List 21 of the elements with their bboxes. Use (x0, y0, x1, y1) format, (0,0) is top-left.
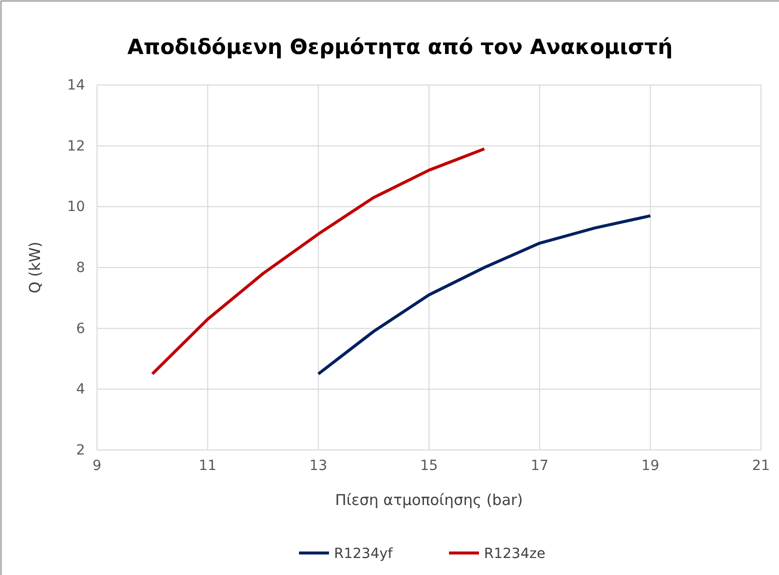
y-tick-label: 4 (76, 382, 86, 398)
x-axis-title: Πίεση ατμοποίησης (bar) (335, 491, 523, 509)
legend-label: R1234yf (334, 546, 394, 562)
x-tick-label: 11 (198, 458, 217, 474)
x-tick-label: 13 (309, 458, 328, 474)
y-tick-label: 6 (76, 320, 86, 337)
x-tick-label: 17 (530, 458, 549, 474)
y-axis-title: Q (kW) (26, 242, 44, 294)
x-tick-label: 15 (420, 458, 438, 474)
y-tick-label: 14 (67, 77, 86, 94)
chart-title: Αποδιδόμενη Θερμότητα από τον Ανακομιστή (127, 35, 673, 59)
y-tick-label: 2 (76, 442, 85, 458)
y-tick-label: 10 (67, 199, 85, 216)
y-tick-label: 8 (76, 260, 85, 276)
x-tick-label: 19 (641, 458, 660, 474)
legend-label: R1234ze (484, 546, 546, 562)
x-tick-label: 9 (92, 458, 102, 474)
line-series (316, 214, 652, 376)
line-series (150, 147, 486, 376)
y-tick-label: 12 (67, 138, 85, 154)
x-tick-label: 21 (752, 458, 770, 474)
